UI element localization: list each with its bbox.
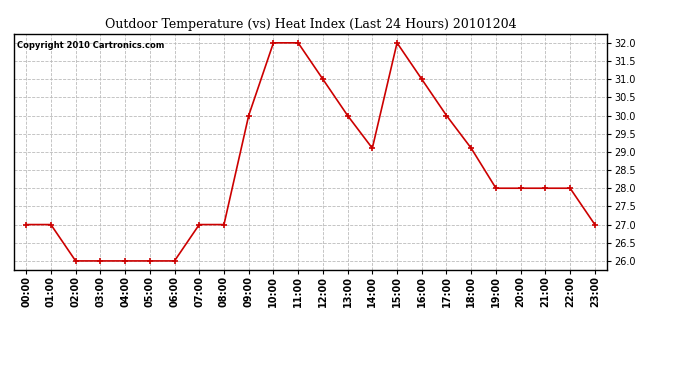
Title: Outdoor Temperature (vs) Heat Index (Last 24 Hours) 20101204: Outdoor Temperature (vs) Heat Index (Las… (105, 18, 516, 31)
Text: Copyright 2010 Cartronics.com: Copyright 2010 Cartronics.com (17, 41, 164, 50)
